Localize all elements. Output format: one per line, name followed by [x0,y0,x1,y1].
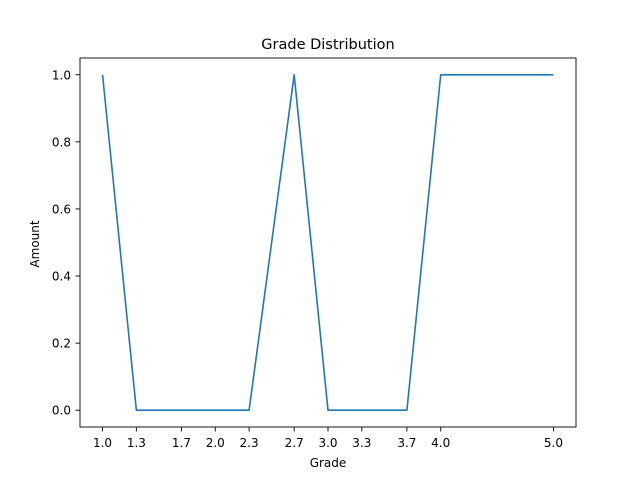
x-tick-label-10: 5.0 [544,436,563,450]
plot-area: 1.0 1.3 1.7 2.0 2.3 2.7 3.0 3.3 3.7 4.0 5.0 0.0 0.2 0… [52,57,577,450]
x-tick-label-9: 4.0 [431,436,450,450]
x-tick-label-1: 1.3 [127,436,146,450]
chart-title: Grade Distribution [261,37,394,53]
x-tick-label-6: 3.0 [318,436,337,450]
y-axis-label: Amount [28,220,42,267]
x-tick-label-8: 3.7 [397,436,416,450]
y-tick-label-4: 0.8 [52,135,71,149]
x-tick-label-5: 2.7 [285,436,304,450]
x-tick-label-3: 2.0 [206,436,225,450]
y-tick-label-1: 0.2 [52,337,71,351]
x-tick-label-2: 1.7 [172,436,191,450]
x-tick-label-0: 1.0 [93,436,112,450]
series-line-0 [101,73,554,412]
x-axis-label: Grade [310,456,347,470]
y-tick-label-0: 0.0 [52,404,71,418]
y-tick-label-5: 1.0 [52,68,71,82]
x-tick-label-4: 2.3 [240,436,259,450]
x-tick-label-7: 3.3 [352,436,371,450]
y-tick-label-2: 0.4 [52,270,71,284]
y-tick-label-3: 0.6 [52,202,71,216]
